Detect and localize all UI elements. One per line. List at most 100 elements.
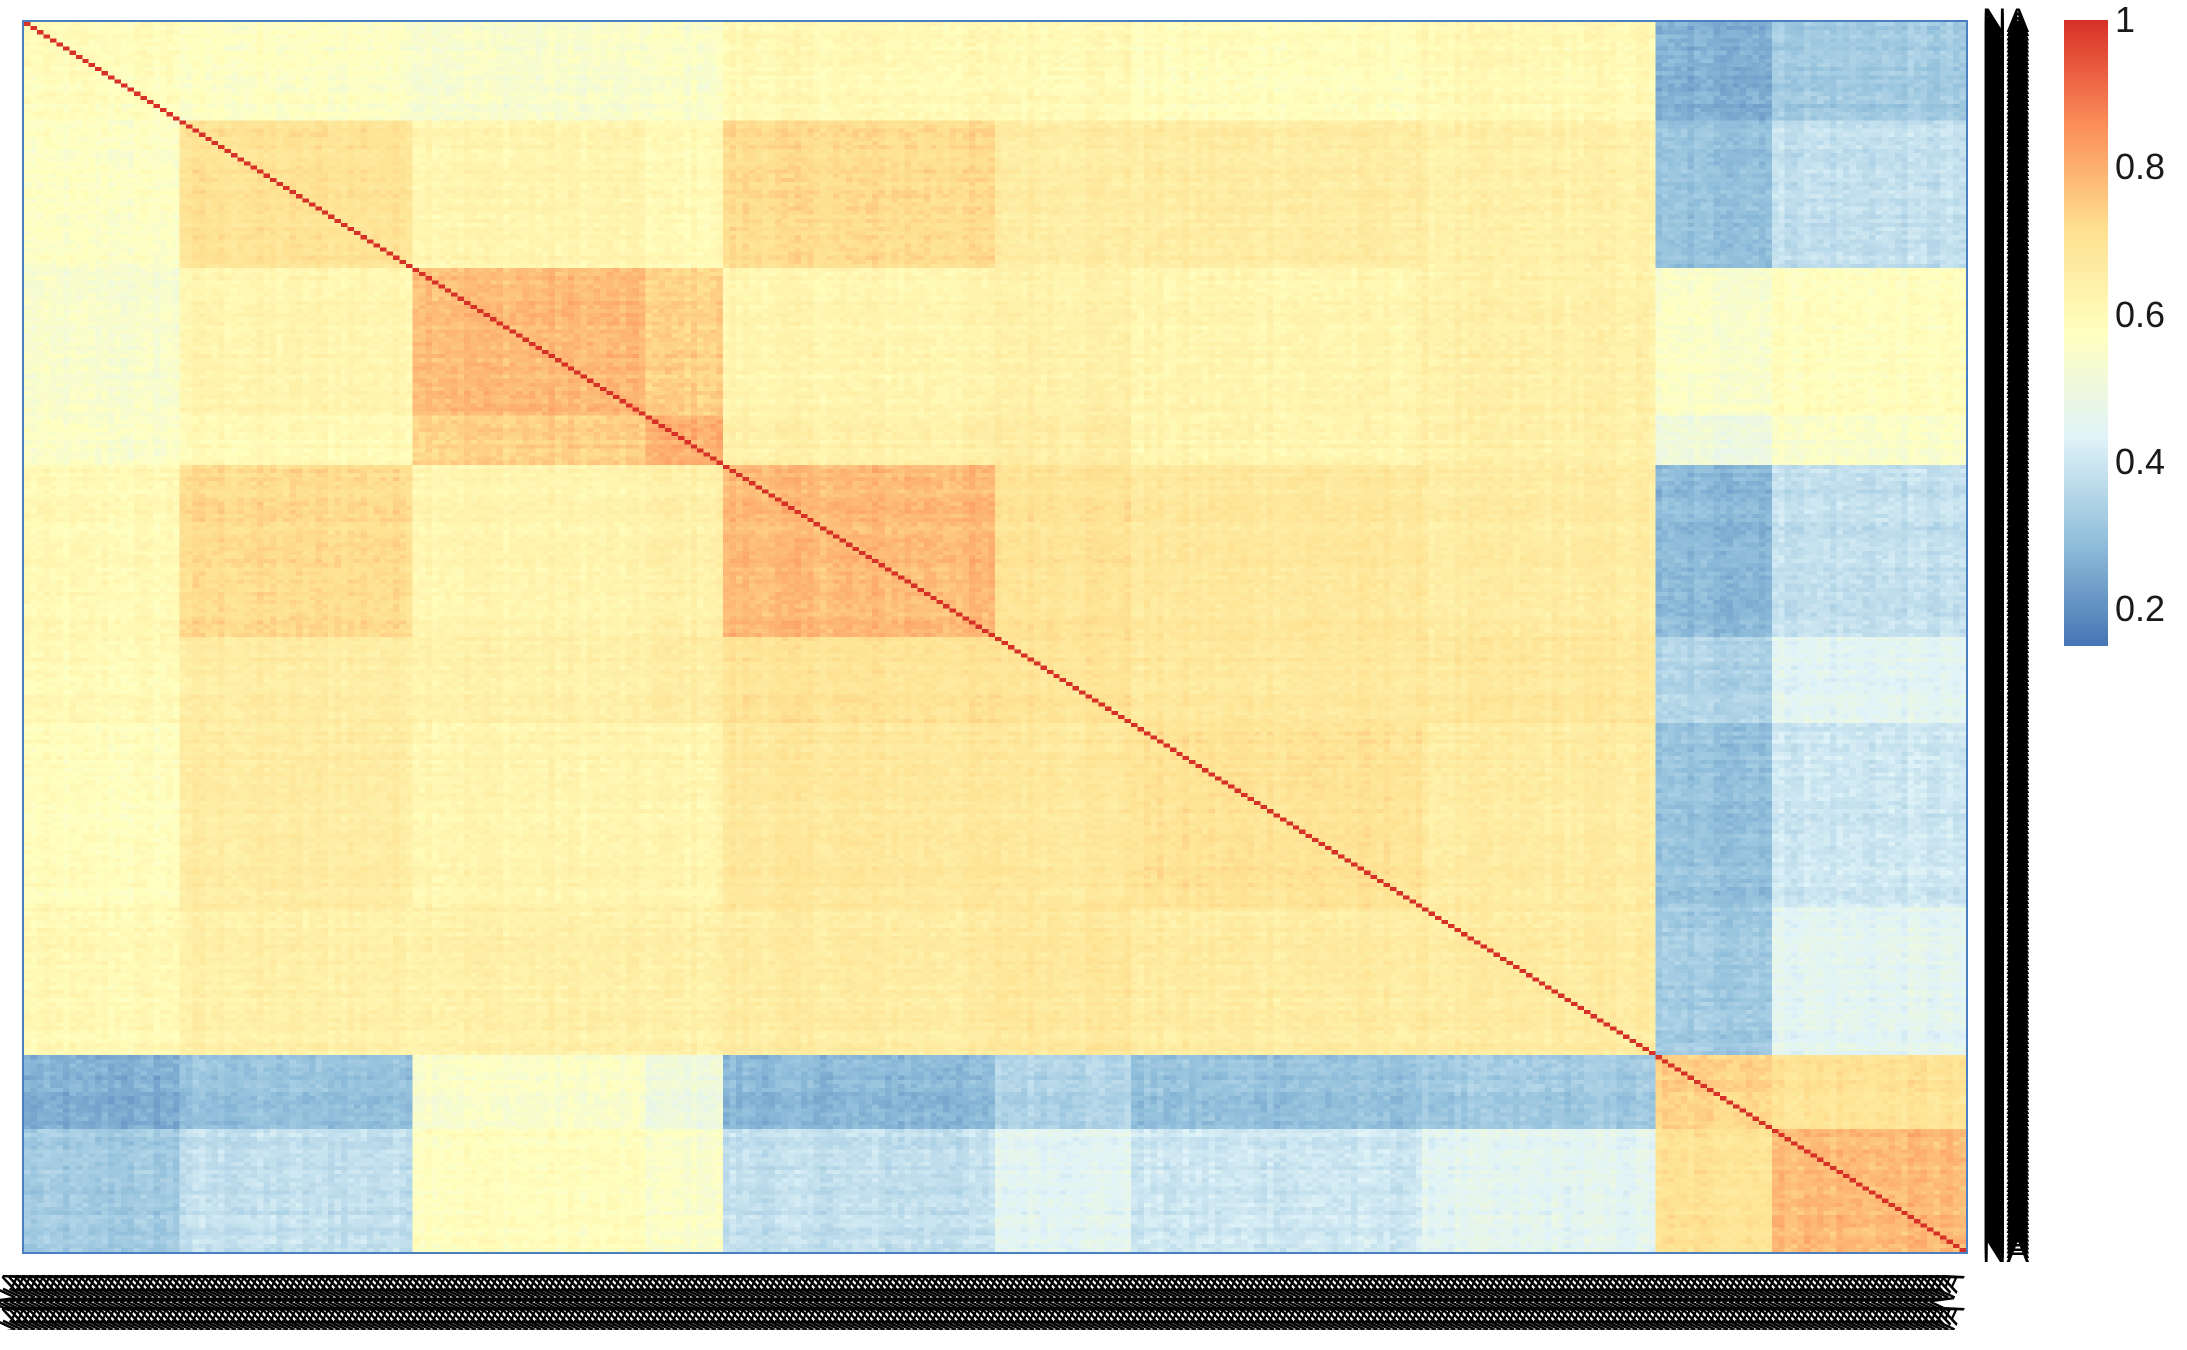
row-label: NA (1982, 771, 2030, 809)
row-label: NA (1982, 195, 2030, 233)
row-label: NA (1982, 409, 2030, 447)
row-label: NA (1982, 315, 2030, 353)
row-label: NA (1982, 923, 2030, 961)
row-label: NA (1982, 1104, 2030, 1142)
row-label: NA (1982, 1137, 2030, 1175)
row-label: NA (1982, 743, 2030, 781)
row-label: NA (1982, 302, 2030, 340)
row-label: NA (1982, 56, 2030, 94)
row-label: NA (1982, 1142, 2030, 1180)
row-label: NA (1982, 23, 2030, 61)
row-label: NA (1982, 101, 2030, 139)
row-label: NA (1982, 529, 2030, 567)
row-label: NA (1982, 459, 2030, 497)
row-label: NA (1982, 220, 2030, 258)
row-labels: NANANANANANANANANANANANANANANANANANANANA… (1982, 8, 2030, 1270)
row-label: NA (1982, 508, 2030, 546)
row-label: NA (1982, 825, 2030, 863)
row-label: NA (1982, 821, 2030, 859)
row-label: NA (1982, 677, 2030, 715)
row-label: NA (1982, 286, 2030, 324)
row-label: NA (1982, 381, 2030, 419)
row-label: NA (1982, 35, 2030, 73)
row-label: NA (1982, 1125, 2030, 1163)
row-label: NA (1982, 1211, 2030, 1249)
row-label: NA (1982, 1067, 2030, 1105)
row-label: NA (1982, 1080, 2030, 1118)
row-label: NA (1982, 352, 2030, 390)
colorbar-tick-3: 0.8 (2115, 146, 2166, 188)
row-label: NA (1982, 866, 2030, 904)
row-label: NA (1982, 594, 2030, 632)
row-label: NA (1982, 483, 2030, 521)
row-label: NA (1982, 767, 2030, 805)
row-label: NA (1982, 8, 2030, 40)
row-label: NA (1982, 549, 2030, 587)
row-label: NA (1982, 788, 2030, 826)
row-label: NA (1982, 150, 2030, 188)
row-label: NA (1982, 837, 2030, 875)
row-label: NA (1982, 644, 2030, 682)
row-label: NA (1982, 60, 2030, 98)
row-label: NA (1982, 780, 2030, 818)
row-label: NA (1982, 512, 2030, 550)
row-label: NA (1982, 603, 2030, 641)
row-label: NA (1982, 228, 2030, 266)
column-labels: NANANANANANANANANANANANANANANANANANANANA… (0, 1265, 1971, 1330)
row-label: NA (1982, 710, 2030, 748)
row-label: NA (1982, 726, 2030, 764)
row-label: NA (1982, 163, 2030, 201)
row-label: NA (1982, 755, 2030, 793)
row-label: NA (1982, 1026, 2030, 1064)
row-label: NA (1982, 891, 2030, 929)
row-label: NA (1982, 422, 2030, 460)
row-label: NA (1982, 1174, 2030, 1212)
row-label: NA (1982, 360, 2030, 398)
row-label: NA (1982, 570, 2030, 608)
row-label: NA (1982, 126, 2030, 164)
row-label: NA (1982, 130, 2030, 168)
row-label: NA (1982, 88, 2030, 126)
row-label: NA (1982, 232, 2030, 270)
row-label: NA (1982, 537, 2030, 575)
row-label: NA (1982, 829, 2030, 867)
color-scale-ticks: 0.2 0.4 0.6 0.8 1 (2115, 0, 2185, 680)
row-label: NA (1982, 265, 2030, 303)
row-label: NA (1982, 208, 2030, 246)
row-label: NA (1982, 886, 2030, 924)
row-label: NA (1982, 730, 2030, 768)
row-label: NA (1982, 93, 2030, 131)
row-label: NA (1982, 10, 2030, 48)
row-label: NA (1982, 430, 2030, 468)
row-label: NA (1982, 249, 2030, 287)
row-label: NA (1982, 919, 2030, 957)
row-label: NA (1982, 319, 2030, 357)
row-label: NA (1982, 1088, 2030, 1126)
row-label: NA (1982, 1051, 2030, 1089)
row-label: NA (1982, 327, 2030, 365)
row-label: NA (1982, 607, 2030, 645)
row-label: NA (1982, 673, 2030, 711)
row-label: NA (1982, 796, 2030, 834)
row-label: NA (1982, 833, 2030, 871)
row-label: NA (1982, 504, 2030, 542)
row-label: NA (1982, 792, 2030, 830)
row-label: NA (1982, 1039, 2030, 1077)
row-label: NA (1982, 97, 2030, 135)
row-label: NA (1982, 1216, 2030, 1254)
row-label: NA (1982, 471, 2030, 509)
row-label: NA (1982, 1014, 2030, 1052)
row-label: NA (1982, 1117, 2030, 1155)
row-label: NA (1982, 401, 2030, 439)
row-label: NA (1982, 1154, 2030, 1192)
row-label: NA (1982, 907, 2030, 945)
row-label: NA (1982, 1113, 2030, 1151)
row-label: NA (1982, 1150, 2030, 1188)
row-label: NA (1982, 623, 2030, 661)
row-label: NA (1982, 1121, 2030, 1159)
row-label: NA (1982, 8, 2030, 44)
row-label: NA (1982, 1195, 2030, 1233)
row-label: NA (1982, 664, 2030, 702)
row-label: NA (1982, 936, 2030, 974)
row-label: NA (1982, 697, 2030, 735)
